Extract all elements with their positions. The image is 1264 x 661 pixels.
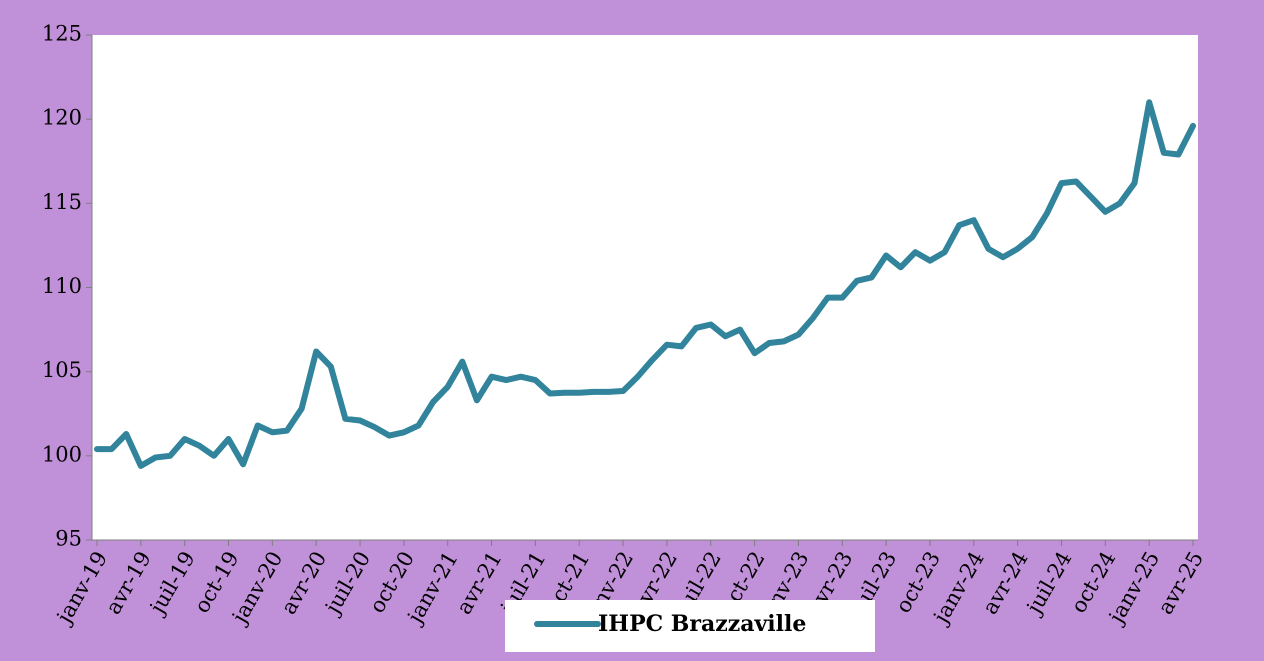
plot-area [92, 35, 1198, 540]
y-tick-label: 120 [42, 106, 82, 130]
line-series [94, 99, 1196, 469]
x-tick-label: janv-19 [51, 547, 112, 629]
y-tick-label: 100 [42, 442, 82, 466]
y-tick-label: 125 [42, 22, 82, 46]
y-tick-label: 115 [42, 190, 82, 214]
y-tick-label: 110 [42, 274, 82, 298]
legend-label: IHPC Brazzaville [598, 611, 806, 637]
y-tick-label: 95 [55, 527, 82, 551]
y-tick-label: 105 [42, 358, 82, 382]
